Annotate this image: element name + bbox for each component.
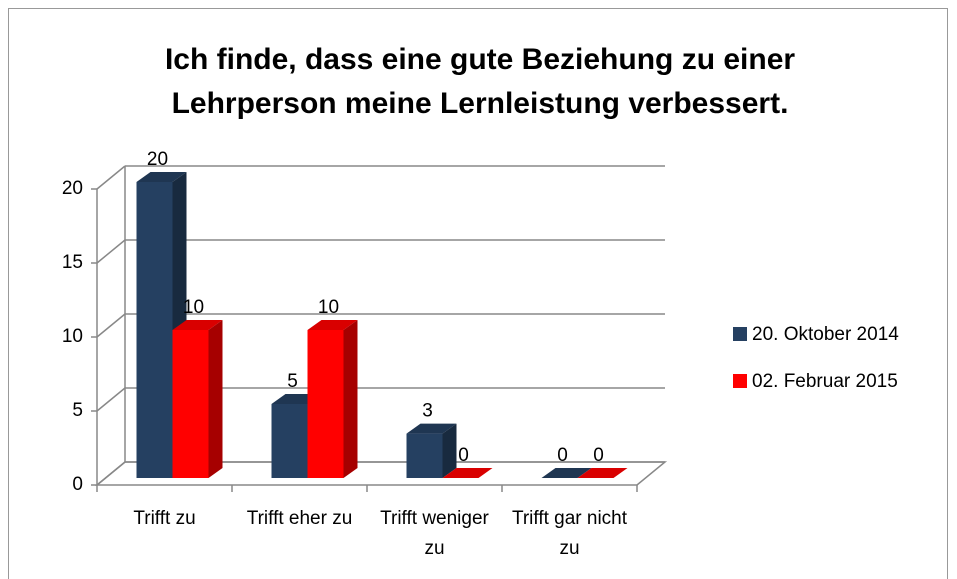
x-tick-label: Trifft eher zu: [246, 508, 353, 529]
bar: [307, 330, 344, 478]
data-label: 0: [557, 445, 568, 466]
bar: [172, 330, 209, 478]
x-tick-label: Trifft zu: [133, 508, 196, 529]
bar-top: [406, 423, 457, 434]
data-label: 0: [593, 445, 604, 466]
legend-label: 20. Oktober 2014: [752, 324, 899, 345]
data-label: 5: [287, 371, 298, 392]
bar: [136, 182, 173, 478]
y-tick-label: 10: [62, 326, 83, 347]
bar-top: [577, 468, 628, 478]
legend-swatch: [733, 374, 747, 388]
bar-top: [541, 468, 592, 478]
data-label: 10: [183, 297, 204, 318]
x-tick-label: Trifft weniger zu: [380, 508, 489, 559]
grid-line: [96, 313, 126, 338]
bar: [271, 404, 308, 478]
y-tick-label: 0: [72, 474, 83, 495]
legend-label: 02. Februar 2015: [752, 371, 898, 392]
data-label: 20: [147, 149, 168, 170]
bar-side: [343, 320, 358, 478]
grid-line: [96, 165, 126, 190]
bar-top: [307, 320, 358, 330]
data-label: 10: [318, 297, 339, 318]
x-tick-label: Trifft gar nicht zu: [511, 508, 628, 559]
y-tick-label: 15: [62, 252, 83, 273]
bar-side: [208, 320, 223, 478]
data-label: 0: [458, 445, 469, 466]
data-label: 3: [422, 401, 433, 422]
bar: [406, 433, 443, 478]
y-tick-label: 5: [72, 400, 83, 421]
bar-top: [172, 320, 223, 330]
chart-border: [8, 8, 948, 579]
grid-line: [96, 387, 126, 412]
grid-line: [96, 239, 126, 264]
legend-swatch: [733, 327, 747, 341]
bar-side: [442, 423, 457, 478]
grid-line: [96, 461, 126, 486]
chart-title: Ich finde, dass eine gute Beziehung zu e…: [164, 43, 796, 120]
bar-top: [442, 468, 493, 478]
bar-top: [136, 172, 187, 182]
y-tick-label: 20: [62, 178, 83, 199]
